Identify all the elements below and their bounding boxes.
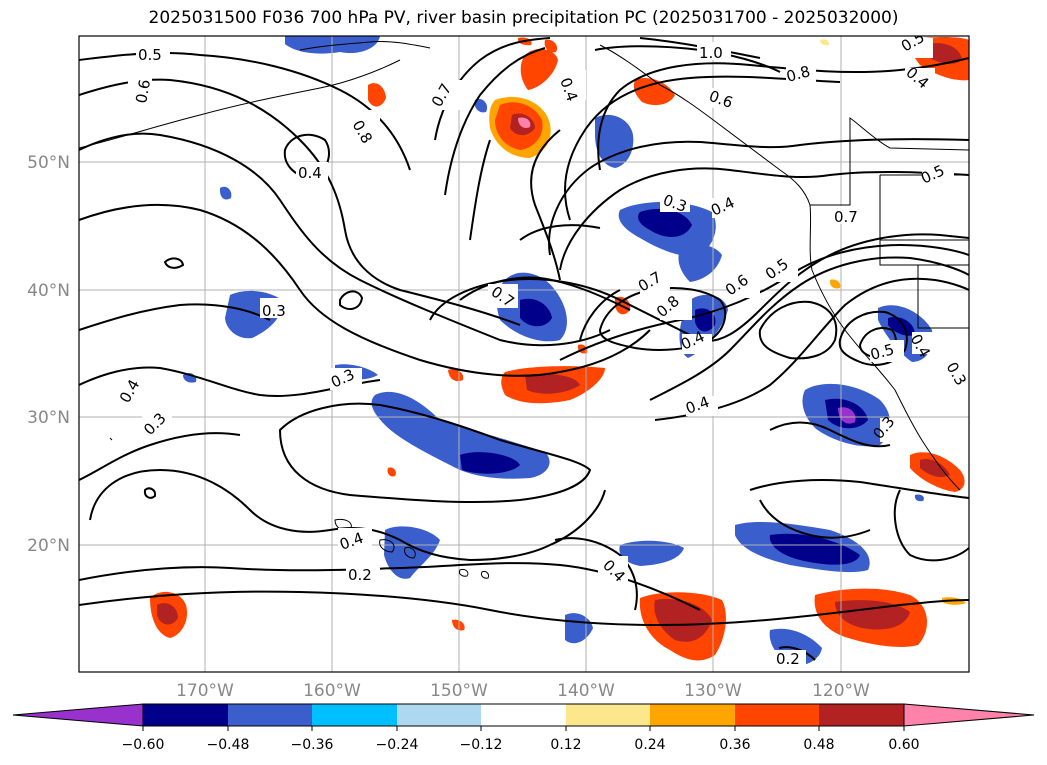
lat-label: 30°N	[27, 408, 70, 428]
lat-label: 40°N	[27, 281, 70, 301]
lon-label: 150°W	[430, 681, 488, 701]
colorbar-tick-label: 0.60	[888, 737, 919, 753]
colorbar-tick-label: −0.24	[376, 737, 419, 753]
colorbar-tick-label: 0.48	[803, 737, 834, 753]
colorbar-segment	[735, 704, 819, 726]
colorbar-segment	[819, 704, 904, 726]
gridlines	[79, 36, 969, 672]
colorbar-tick-label: 0.12	[550, 737, 581, 753]
lat-label: 20°N	[27, 536, 70, 556]
positive-anomaly-fill	[150, 37, 969, 661]
colorbar-segment	[481, 704, 566, 726]
contour-label: 0.2	[348, 566, 372, 584]
colorbar-segment	[397, 704, 481, 726]
contour-label: 0.5	[868, 340, 896, 364]
lon-label: 140°W	[557, 681, 615, 701]
contour-label: 0.6	[132, 78, 154, 105]
contour-label: 0.8	[784, 62, 812, 86]
colorbar-tick-label: −0.12	[460, 737, 503, 753]
colorbar-tick-label: −0.48	[207, 737, 250, 753]
contour-label: 0.5	[138, 46, 162, 64]
coastlines	[79, 41, 969, 579]
colorbar-tick-label: −0.60	[122, 737, 165, 753]
lon-label: 170°W	[176, 681, 234, 701]
contour-label: 1.0	[699, 44, 723, 62]
map-frame	[78, 35, 970, 673]
colorbar-tick-label: −0.36	[291, 737, 334, 753]
lon-label: 120°W	[812, 681, 870, 701]
map-panel: 0.5 0.6 0.8 0.7 0.4 1.0 0.8 0.6 0.5 0.4 …	[79, 36, 969, 672]
colorbar-segment	[312, 704, 397, 726]
map-title: 2025031500 F036 700 hPa PV, river basin …	[148, 8, 899, 28]
colorbar-segment	[566, 704, 650, 726]
colorbar-segment	[228, 704, 312, 726]
colorbar-segment	[650, 704, 735, 726]
lat-label: 50°N	[27, 153, 70, 173]
colorbar-segment	[143, 704, 228, 726]
contour-label: 0.4	[298, 164, 322, 182]
colorbar-extend-min	[12, 703, 144, 727]
colorbar-extend-max	[903, 703, 1035, 727]
contour-label: 0.3	[262, 302, 286, 320]
longitude-labels: 170°W 160°W 150°W 140°W 130°W 120°W	[176, 681, 870, 701]
colorbar-tick-label: 0.24	[634, 737, 665, 753]
colorbar: −0.60 −0.48 −0.36 −0.24 −0.12 0.12 0.24 …	[12, 703, 1035, 753]
lon-label: 160°W	[303, 681, 361, 701]
contour-label: 0.7	[834, 208, 858, 226]
colorbar-tick-label: 0.36	[719, 737, 750, 753]
lon-label: 130°W	[684, 681, 742, 701]
contour-label: 0.2	[776, 650, 800, 668]
latitude-labels: 50°N 40°N 30°N 20°N	[27, 153, 70, 556]
